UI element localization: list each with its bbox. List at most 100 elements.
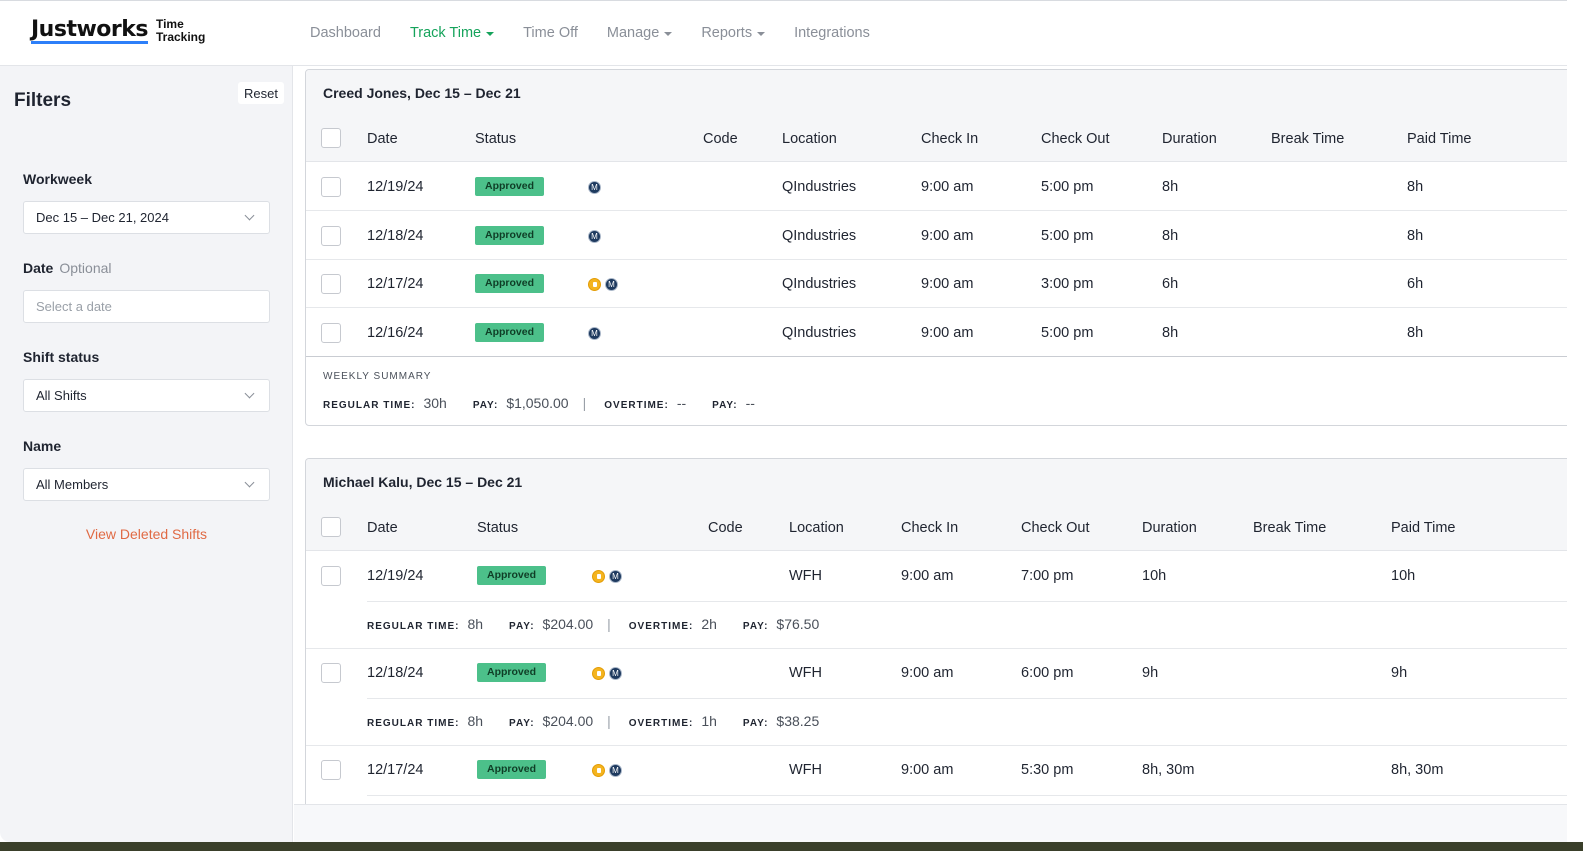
nav-dashboard[interactable]: Dashboard [310, 25, 381, 41]
col-duration[interactable]: Duration [1142, 520, 1197, 536]
breakdown-pay: $204.00 [542, 616, 594, 632]
row-location: WFH [789, 762, 823, 778]
manual-entry-icon[interactable]: M [588, 230, 601, 243]
row-checkbox[interactable] [321, 663, 341, 683]
table-row[interactable]: 12/19/24 Approved M WFH 9:00 am 7:00 pm … [306, 552, 1583, 602]
col-paid-time[interactable]: Paid Time [1407, 131, 1472, 147]
table-row[interactable]: 12/17/24 Approved M WFH 9:00 am 5:30 pm … [306, 746, 1583, 796]
nav-label: Reports [701, 25, 753, 41]
row-checkbox[interactable] [321, 566, 341, 586]
status-badge: Approved [475, 177, 545, 196]
reset-filters-button[interactable]: Reset [238, 82, 284, 104]
row-checkbox[interactable] [321, 274, 341, 294]
col-date[interactable]: Date [367, 520, 398, 536]
row-check-out: 5:00 pm [1041, 228, 1094, 244]
row-location: QIndustries [782, 325, 857, 341]
table-row[interactable]: 12/16/24 Approved M QIndustries 9:00 am … [306, 309, 1583, 357]
table-row[interactable]: 12/17/24 Approved M QIndustries 9:00 am … [306, 260, 1583, 308]
col-status[interactable]: Status [477, 520, 519, 536]
row-date: 12/17/24 [367, 762, 424, 778]
row-check-out: 5:00 pm [1041, 179, 1094, 195]
row-duration: 10h [1142, 568, 1167, 584]
manual-entry-icon[interactable]: M [609, 667, 622, 680]
col-break-time[interactable]: Break Time [1253, 520, 1327, 536]
select-all-checkbox[interactable] [321, 128, 341, 148]
col-code[interactable]: Code [708, 520, 743, 536]
summary-overtime: -- [676, 395, 687, 411]
nav-time-off[interactable]: Time Off [523, 25, 578, 41]
shift-pay-breakdown: REGULAR TIME: 8h PAY: $204.00 | OVERTIME: 1… [367, 713, 845, 729]
manual-entry-icon[interactable]: M [588, 181, 601, 194]
row-paid-time: 8h, 30m [1391, 762, 1444, 778]
row-checkbox[interactable] [321, 760, 341, 780]
summary-key: PAY: [472, 400, 499, 411]
row-checkbox[interactable] [321, 177, 341, 197]
row-paid-time: 8h [1407, 325, 1424, 341]
summary-pay: $1,050.00 [506, 395, 569, 411]
status-badge: Approved [475, 323, 545, 342]
col-check-in[interactable]: Check In [921, 131, 979, 147]
chevron-down-icon [244, 210, 255, 221]
nav-integrations[interactable]: Integrations [794, 25, 870, 41]
shift-status-value: All Shifts [36, 388, 87, 403]
breakdown-overtime-pay: $38.25 [776, 713, 820, 729]
shift-status-select[interactable]: All Shifts [23, 379, 270, 412]
card-title: Creed Jones, Dec 15 – Dec 21 [323, 85, 521, 101]
manual-entry-icon[interactable]: M [609, 570, 622, 583]
breakdown-pay: $204.00 [542, 713, 594, 729]
row-check-out: 5:30 pm [1021, 762, 1074, 778]
card-title: Michael Kalu, Dec 15 – Dec 21 [323, 474, 523, 490]
date-input[interactable]: Select a date [23, 290, 270, 323]
nav-reports[interactable]: Reports [701, 25, 766, 41]
main-nav: Dashboard Track Time Time Off Manage Rep… [310, 25, 899, 41]
col-paid-time[interactable]: Paid Time [1391, 520, 1456, 536]
row-divider [306, 259, 1583, 260]
col-break-time[interactable]: Break Time [1271, 131, 1345, 147]
bottom-toolbar [294, 804, 1583, 842]
filters-sidebar: Filters Reset Workweek Dec 15 – Dec 21, … [0, 66, 293, 842]
name-select[interactable]: All Members [23, 468, 270, 501]
filters-title: Filters [14, 90, 72, 111]
row-checkbox[interactable] [321, 226, 341, 246]
chevron-down-icon [244, 477, 255, 488]
col-status[interactable]: Status [475, 131, 517, 147]
row-check-in: 9:00 am [901, 568, 954, 584]
col-check-out[interactable]: Check Out [1041, 131, 1110, 147]
row-check-in: 9:00 am [921, 179, 974, 195]
manual-entry-icon[interactable]: M [605, 278, 618, 291]
workweek-label: Workweek [23, 171, 92, 187]
manual-entry-icon[interactable]: M [588, 327, 601, 340]
table-row[interactable]: 12/19/24 Approved M QIndustries 9:00 am … [306, 163, 1583, 211]
nav-manage[interactable]: Manage [607, 25, 673, 41]
nav-track-time[interactable]: Track Time [410, 25, 495, 41]
name-label: Name [23, 438, 62, 454]
row-divider [306, 210, 1583, 211]
manual-entry-icon[interactable]: M [609, 764, 622, 777]
nav-label: Integrations [794, 25, 870, 41]
optional-hint: Optional [59, 260, 112, 276]
card-header: Michael Kalu, Dec 15 – Dec 21 Date Statu… [306, 459, 1583, 551]
table-row[interactable]: 12/18/24 Approved M WFH 9:00 am 6:00 pm … [306, 649, 1583, 699]
col-date[interactable]: Date [367, 131, 398, 147]
view-deleted-shifts-link[interactable]: View Deleted Shifts [85, 526, 208, 542]
summary-overtime-pay: -- [745, 395, 755, 411]
col-check-in[interactable]: Check In [901, 520, 959, 536]
note-flag-icon[interactable] [592, 764, 605, 777]
col-location[interactable]: Location [782, 131, 837, 147]
table-row[interactable]: 12/18/24 Approved M QIndustries 9:00 am … [306, 212, 1583, 260]
note-flag-icon[interactable] [592, 570, 605, 583]
justworks-logo[interactable]: Justworks Time Tracking [31, 17, 205, 44]
col-code[interactable]: Code [703, 131, 738, 147]
col-check-out[interactable]: Check Out [1021, 520, 1090, 536]
row-check-in: 9:00 am [921, 228, 974, 244]
col-location[interactable]: Location [789, 520, 844, 536]
note-flag-icon[interactable] [588, 278, 601, 291]
row-paid-time: 8h [1407, 228, 1424, 244]
workweek-select[interactable]: Dec 15 – Dec 21, 2024 [23, 201, 270, 234]
col-duration[interactable]: Duration [1162, 131, 1217, 147]
summary-separator: | [607, 713, 611, 729]
row-checkbox[interactable] [321, 323, 341, 343]
weekly-summary: REGULAR TIME: 30h PAY: $1,050.00 | OVERTIM… [323, 395, 781, 411]
note-flag-icon[interactable] [592, 667, 605, 680]
select-all-checkbox[interactable] [321, 517, 341, 537]
